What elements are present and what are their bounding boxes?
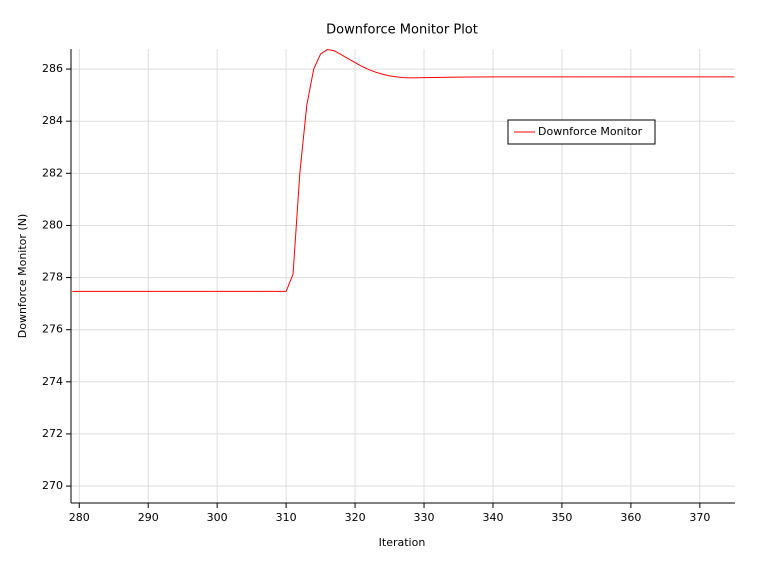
x-tick-label: 330 <box>414 511 435 524</box>
x-tick-label: 360 <box>620 511 641 524</box>
x-tick-label: 320 <box>345 511 366 524</box>
data-line <box>72 48 735 292</box>
y-tick-label: 274 <box>42 375 63 388</box>
y-tick-label: 286 <box>42 62 63 75</box>
x-tick-label: 310 <box>276 511 297 524</box>
y-axis-label: Downforce Monitor (N) <box>16 214 29 339</box>
chart-title: Downforce Monitor Plot <box>326 23 478 38</box>
y-tick-label: 284 <box>42 114 63 127</box>
x-tick-label: 350 <box>551 511 572 524</box>
y-tick-label: 280 <box>42 218 63 231</box>
y-tick-label: 272 <box>42 427 63 440</box>
x-tick-label: 280 <box>69 511 90 524</box>
x-tick-label: 300 <box>207 511 228 524</box>
y-tick-label: 278 <box>42 271 63 284</box>
x-tick-label: 370 <box>689 511 710 524</box>
y-tick-label: 282 <box>42 166 63 179</box>
y-tick-label: 270 <box>42 479 63 492</box>
x-tick-label: 290 <box>138 511 159 524</box>
x-axis-label: Iteration <box>379 536 426 549</box>
legend-label: Downforce Monitor <box>538 125 643 138</box>
x-tick-label: 340 <box>482 511 503 524</box>
y-tick-label: 276 <box>42 323 63 336</box>
